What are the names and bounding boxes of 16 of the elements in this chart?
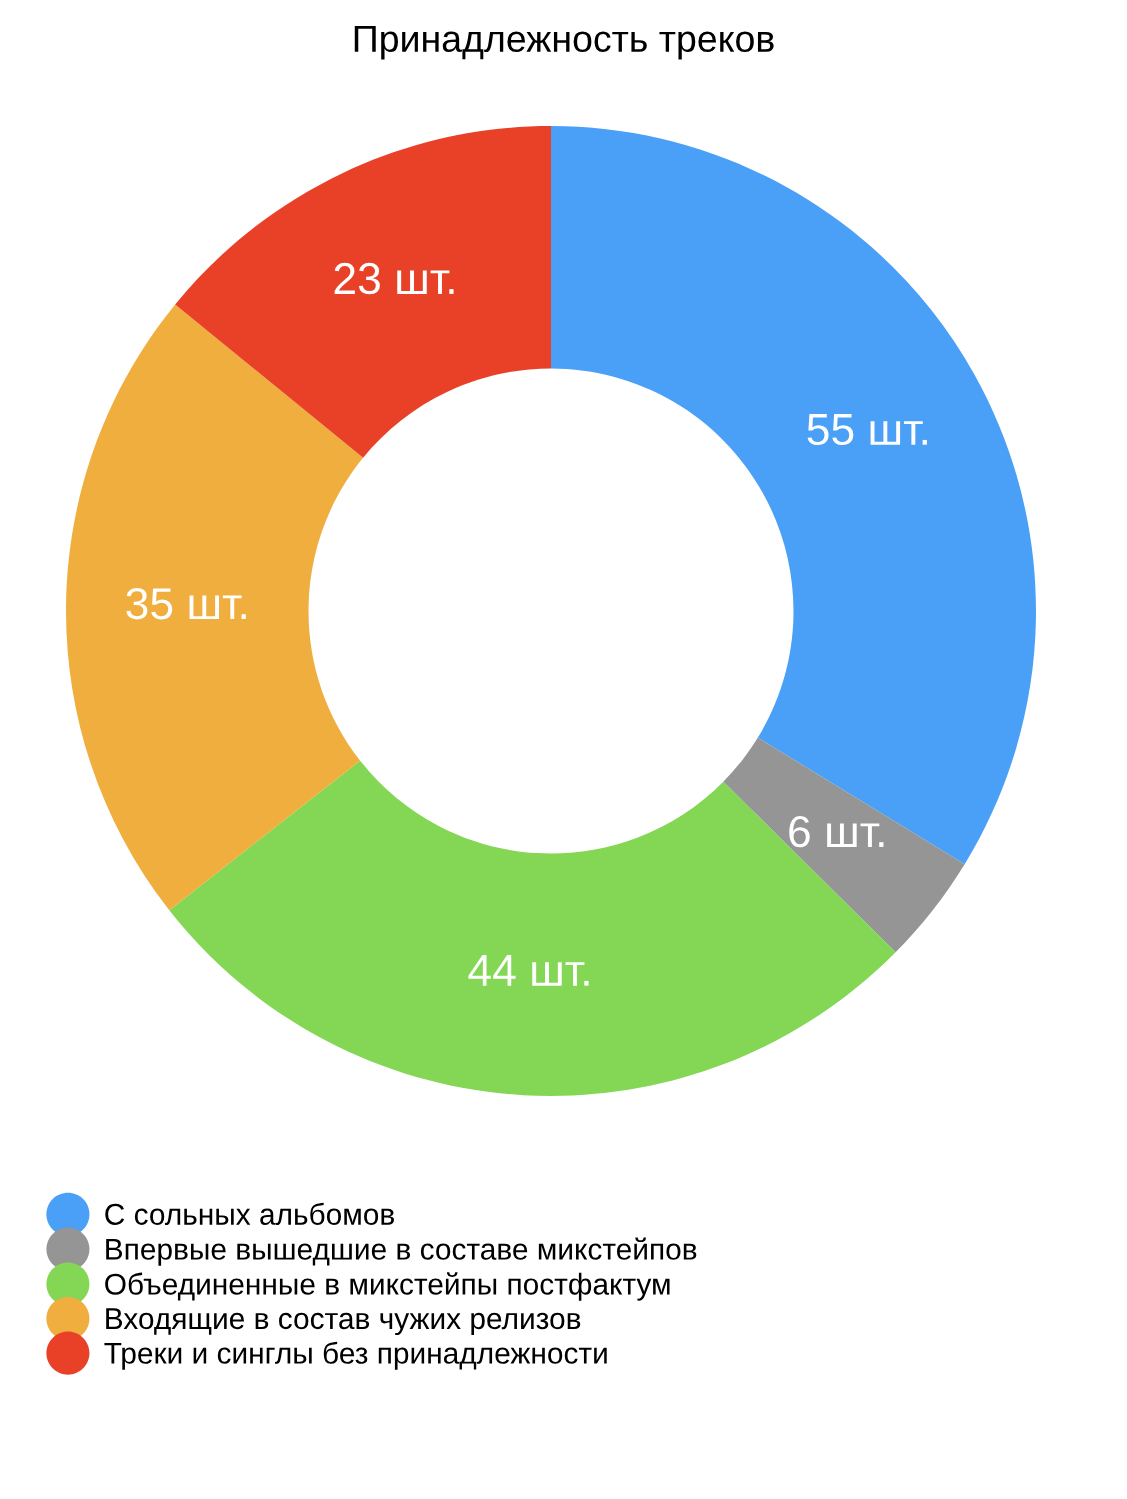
legend-label: Впервые вышедшие в составе микстейпов [106, 1237, 697, 1266]
data-label: 55 шт. [807, 414, 927, 446]
data-label: 6 шт. [789, 815, 884, 848]
legend-label: Объединенные в микстейпы постфактум [105, 1272, 670, 1301]
data-label: 23 шт. [334, 262, 454, 295]
donut-slice [723, 737, 965, 953]
donut-slice [169, 760, 896, 1096]
legend-label: Входящие в состав чужих релизов [106, 1308, 581, 1336]
data-label: 44 шт. [468, 955, 589, 986]
legend-label: Треки и синглы без принадлежности [104, 1341, 607, 1370]
data-label: 35 шт. [126, 587, 246, 620]
chart-title: Принадлежность треков [354, 25, 774, 60]
donut-slice [551, 126, 1036, 865]
donut-slice [175, 126, 551, 458]
donut-slice [66, 304, 364, 911]
legend-label: С сольных альбомов [105, 1202, 394, 1225]
